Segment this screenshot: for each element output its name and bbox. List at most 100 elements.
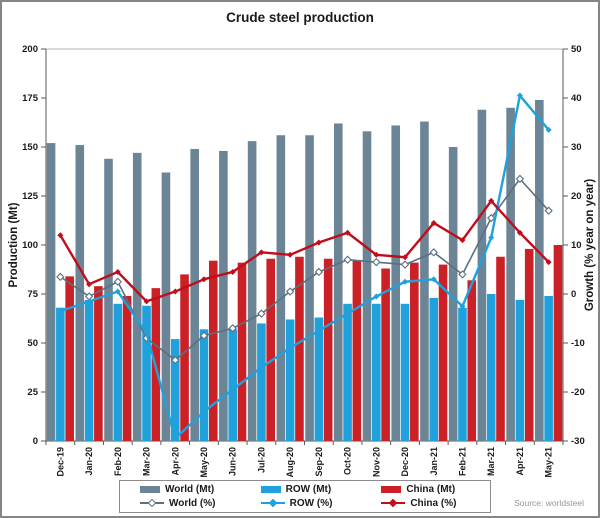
bar bbox=[524, 248, 534, 441]
bar bbox=[295, 256, 304, 441]
legend-item-row-mt: ROW (Mt) bbox=[245, 483, 366, 497]
svg-text:75: 75 bbox=[27, 289, 38, 300]
bar bbox=[343, 303, 352, 441]
marker bbox=[287, 251, 294, 258]
svg-text:0: 0 bbox=[571, 289, 576, 300]
marker bbox=[344, 229, 351, 236]
line-row-%- bbox=[57, 92, 552, 442]
marker bbox=[545, 126, 552, 133]
svg-text:150: 150 bbox=[22, 142, 38, 153]
world-pct-swatch-icon bbox=[140, 498, 164, 507]
bar bbox=[515, 299, 525, 441]
marker bbox=[57, 232, 64, 239]
svg-text:May-21: May-21 bbox=[544, 447, 554, 478]
bar bbox=[75, 145, 85, 442]
svg-text:30: 30 bbox=[571, 142, 582, 153]
marker bbox=[344, 310, 351, 317]
bar bbox=[486, 294, 496, 441]
bar bbox=[94, 286, 103, 441]
svg-text:May-20: May-20 bbox=[199, 447, 209, 478]
svg-text:200: 200 bbox=[22, 44, 38, 55]
svg-text:Apr-20: Apr-20 bbox=[170, 447, 180, 476]
bar bbox=[237, 262, 247, 441]
marker bbox=[402, 254, 409, 261]
bar bbox=[65, 276, 74, 441]
bar bbox=[467, 280, 477, 441]
marker bbox=[199, 331, 209, 340]
marker bbox=[229, 268, 236, 275]
right-axis-title: Growth (% year on year) bbox=[584, 179, 596, 311]
bar bbox=[381, 268, 390, 441]
bar bbox=[266, 258, 276, 441]
svg-text:Mar-21: Mar-21 bbox=[486, 447, 496, 476]
bar bbox=[496, 256, 505, 441]
marker bbox=[258, 249, 265, 256]
bar bbox=[323, 258, 333, 441]
line-world-%- bbox=[56, 174, 553, 365]
svg-text:Jan-21: Jan-21 bbox=[429, 447, 439, 476]
svg-text:0: 0 bbox=[33, 436, 38, 447]
marker bbox=[257, 309, 266, 318]
svg-text:Nov-20: Nov-20 bbox=[371, 447, 381, 477]
svg-text:100: 100 bbox=[22, 240, 38, 251]
bar bbox=[391, 125, 401, 441]
chart-title: Crude steel production bbox=[226, 10, 374, 25]
legend-item-world-pct: World (%) bbox=[124, 497, 245, 511]
marker bbox=[114, 288, 121, 295]
marker bbox=[458, 270, 467, 279]
svg-text:Mar-20: Mar-20 bbox=[142, 447, 152, 476]
marker bbox=[315, 327, 322, 334]
bar bbox=[161, 172, 171, 442]
bar bbox=[477, 109, 487, 441]
bar bbox=[208, 260, 218, 441]
bar bbox=[170, 339, 180, 441]
svg-text:Sep-20: Sep-20 bbox=[314, 447, 324, 477]
marker bbox=[114, 268, 121, 275]
marker bbox=[516, 92, 523, 99]
bar bbox=[410, 262, 419, 441]
bar bbox=[333, 123, 343, 441]
svg-text:Jun-20: Jun-20 bbox=[228, 447, 238, 476]
legend-item-china-mt: China (Mt) bbox=[365, 483, 486, 497]
svg-text:25: 25 bbox=[27, 387, 38, 398]
marker bbox=[488, 234, 495, 241]
bar bbox=[56, 307, 65, 441]
bar bbox=[285, 319, 295, 441]
line-china-%- bbox=[57, 197, 552, 305]
bar bbox=[535, 99, 544, 442]
svg-text:125: 125 bbox=[22, 191, 39, 202]
marker bbox=[113, 277, 122, 286]
marker bbox=[172, 435, 179, 442]
bar bbox=[429, 297, 439, 441]
marker bbox=[314, 267, 324, 277]
svg-text:50: 50 bbox=[571, 44, 582, 55]
left-axis-title: Production (Mt) bbox=[8, 202, 20, 287]
bar bbox=[190, 148, 199, 441]
bar bbox=[448, 147, 458, 441]
world-mt-swatch-icon bbox=[140, 486, 160, 494]
marker bbox=[143, 298, 150, 305]
bar bbox=[84, 299, 94, 441]
marker bbox=[488, 197, 495, 204]
marker bbox=[200, 276, 207, 283]
source-note: Source: worldsteel bbox=[514, 498, 584, 508]
marker bbox=[430, 219, 437, 226]
y-axis-left: 0 25 50 75 100 125 150 175 200 bbox=[22, 44, 46, 447]
legend: World (Mt) ROW (Mt) China (Mt) World (%)… bbox=[119, 480, 491, 513]
bar bbox=[113, 303, 123, 441]
marker bbox=[172, 288, 179, 295]
svg-text:-20: -20 bbox=[571, 387, 585, 398]
bar bbox=[372, 303, 381, 441]
marker bbox=[516, 229, 523, 236]
marker bbox=[515, 174, 525, 184]
marker bbox=[343, 255, 352, 264]
marker bbox=[430, 276, 437, 283]
marker bbox=[544, 206, 553, 215]
svg-text:Apr-21: Apr-21 bbox=[515, 447, 525, 476]
row-mt-swatch-icon bbox=[260, 486, 281, 494]
bar bbox=[180, 274, 189, 441]
bar bbox=[544, 295, 553, 441]
bar bbox=[400, 303, 410, 441]
y-axis-right: -30 -20 -10 0 10 20 30 40 50 bbox=[563, 44, 585, 447]
